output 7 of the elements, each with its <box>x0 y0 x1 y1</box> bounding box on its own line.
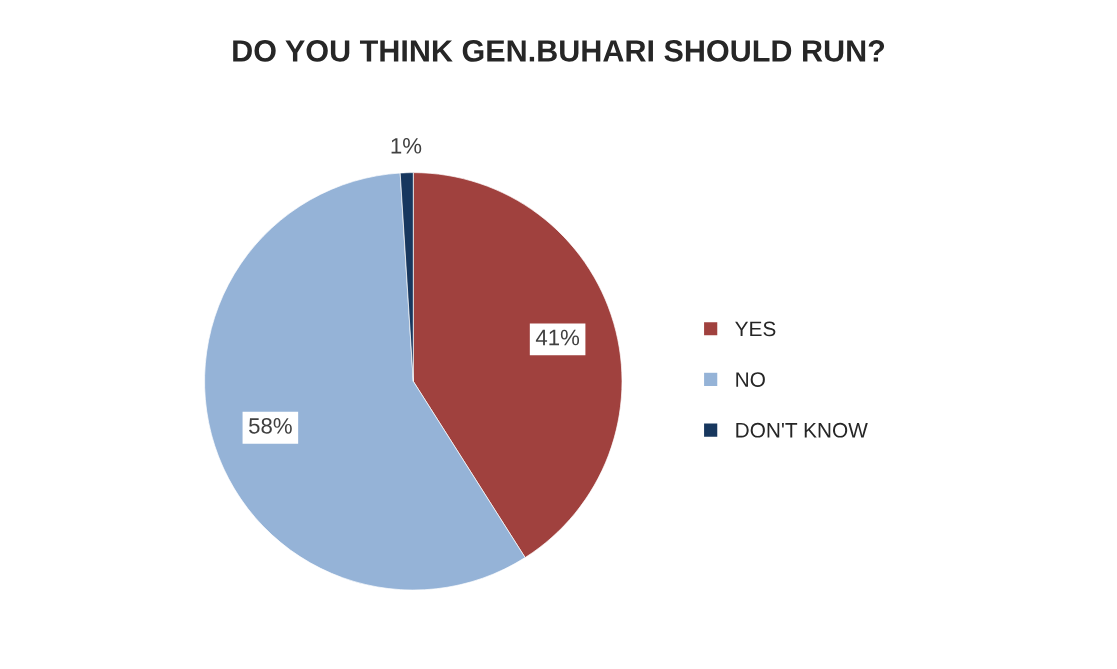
chart-title: DO YOU THINK GEN.BUHARI SHOULD RUN? <box>233 40 885 62</box>
data-label: 41% <box>535 329 580 346</box>
legend-label: DON'T KNOW <box>736 422 868 438</box>
data-label: 1% <box>391 138 422 154</box>
legend-label: NO <box>736 372 765 387</box>
legend-label: YES <box>735 321 776 337</box>
data-label: 58% <box>249 418 292 434</box>
